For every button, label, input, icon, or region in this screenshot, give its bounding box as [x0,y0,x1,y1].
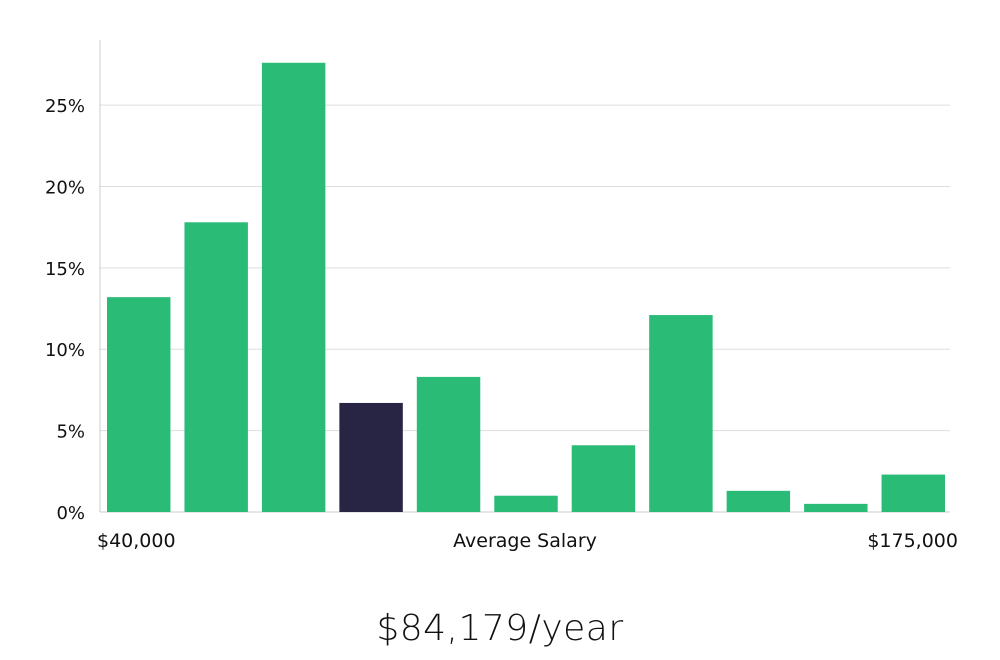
bar [261,62,326,513]
x-max-label: $175,000 [867,530,958,552]
y-tick-label: 5% [56,422,85,443]
bar [649,315,713,512]
bar-highlighted [339,402,403,512]
bar [881,474,945,512]
salary-histogram: 0%5%10%15%20%25% $40,000 Average Salary … [45,40,958,552]
y-tick-label: 20% [45,177,85,198]
y-tick-label: 15% [45,259,85,280]
y-tick-label: 10% [45,340,85,361]
y-tick-label: 0% [56,503,85,524]
bar [571,445,636,512]
bar [416,376,481,512]
x-axis-title: Average Salary [453,530,597,552]
bar [184,222,248,512]
bar [107,297,171,512]
average-salary-value: $84,179/year [376,608,624,649]
x-min-label: $40,000 [97,530,176,552]
bar [494,495,558,512]
bar [726,490,791,512]
y-tick-label: 25% [45,96,85,117]
y-tick-labels: 0% 5% 10% 15% 20% 25% [45,96,85,524]
bars [107,62,945,513]
bar [804,503,868,512]
